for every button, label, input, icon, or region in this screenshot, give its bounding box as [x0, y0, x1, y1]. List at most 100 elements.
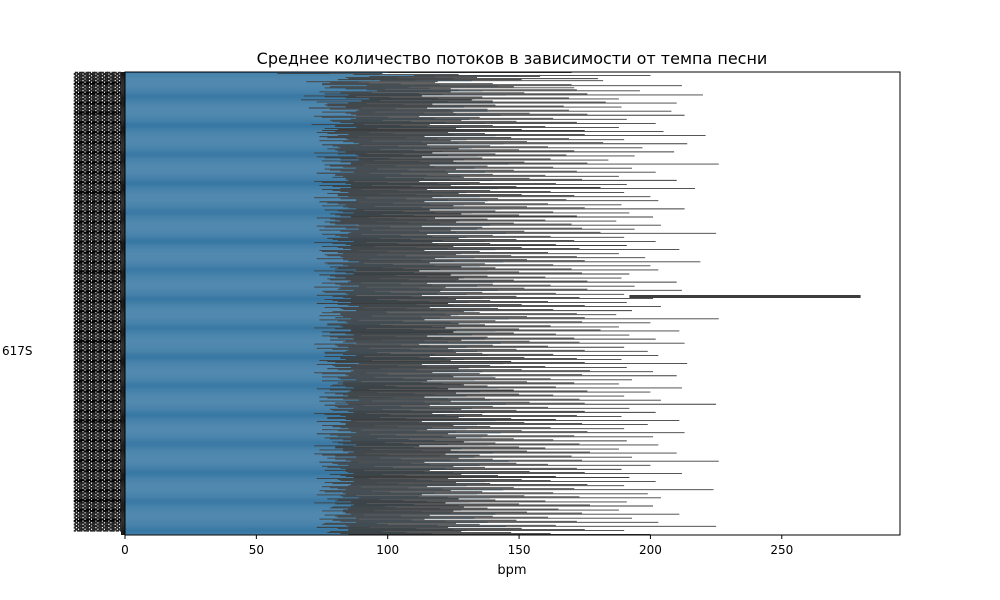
bar [125, 295, 412, 297]
y-tick-label-clutter: ▓▓▓▓▓▓▓ [74, 309, 122, 323]
bar [125, 455, 441, 457]
bar [125, 205, 375, 207]
bar [125, 312, 388, 314]
bar [125, 318, 509, 320]
bar [125, 311, 386, 313]
bar [125, 327, 367, 329]
bar [125, 330, 496, 332]
bar [125, 92, 420, 94]
bar [125, 182, 388, 183]
bar [125, 125, 401, 126]
bar [125, 374, 451, 376]
bar [125, 415, 446, 416]
bar [125, 354, 488, 356]
bar [125, 342, 501, 344]
bar [125, 131, 480, 133]
bar [125, 198, 407, 200]
y-tick-label-clutter: ▓▓▓▓▓▓▓ [74, 319, 122, 333]
bar [125, 391, 480, 393]
bar [125, 277, 464, 279]
bar [125, 166, 435, 168]
bar [125, 484, 457, 486]
y-tick-label-clutter: ▓▓▓▓▓▓▓ [74, 379, 122, 393]
bar [125, 158, 433, 160]
bar [125, 303, 370, 305]
bar [125, 486, 362, 488]
bar [125, 270, 354, 272]
bar [125, 507, 396, 509]
bar [125, 332, 409, 334]
bar [125, 393, 414, 395]
x-tick-label: 250 [770, 543, 793, 557]
bar [125, 435, 443, 437]
bar [125, 448, 462, 450]
bar [125, 234, 401, 236]
bar [125, 265, 480, 267]
bar [125, 127, 462, 129]
bar [125, 183, 438, 184]
bar [125, 441, 386, 443]
bar [125, 456, 475, 458]
y-tick-label-clutter: ▓▓▓▓▓▓▓ [74, 508, 122, 522]
y-tick-label-clutter: ▓▓▓▓▓▓▓ [74, 240, 122, 254]
bar [125, 335, 362, 337]
bar [125, 464, 480, 466]
bar [125, 376, 375, 378]
bar [125, 223, 441, 225]
bar [125, 420, 496, 422]
bar [125, 88, 386, 90]
bar [125, 447, 428, 449]
x-tick-label: 100 [376, 543, 399, 557]
bar [125, 286, 367, 288]
bar [125, 300, 399, 302]
bar [125, 194, 417, 196]
bar [125, 104, 404, 106]
bar [125, 430, 417, 432]
bar [125, 227, 451, 229]
bar [125, 445, 354, 447]
x-tick-label: 0 [121, 543, 129, 557]
bar [125, 170, 446, 172]
bar [125, 98, 475, 100]
bar [125, 245, 470, 247]
bar [125, 187, 457, 189]
bar [125, 407, 472, 409]
y-tick-label-fragment: 617S [2, 344, 33, 358]
bar [125, 171, 485, 173]
bar [125, 259, 422, 261]
bar [125, 202, 393, 204]
bar [125, 315, 372, 317]
bar [125, 241, 485, 242]
bar [125, 322, 480, 324]
bar [125, 425, 375, 427]
bar [125, 359, 464, 361]
bar [125, 346, 467, 348]
bar [125, 508, 441, 510]
bar [125, 379, 475, 381]
bar [125, 465, 375, 467]
bar [125, 275, 396, 277]
bar [125, 178, 451, 180]
bar [125, 324, 393, 326]
bar [125, 392, 378, 394]
bar [125, 524, 438, 526]
bar [125, 362, 441, 364]
bar [125, 474, 383, 476]
bar [125, 128, 378, 130]
bar [125, 130, 441, 132]
bar [125, 493, 478, 495]
bar [125, 135, 496, 137]
bar [125, 137, 407, 139]
bar [125, 479, 417, 481]
bar [125, 340, 425, 342]
bar [125, 367, 470, 369]
y-tick-label-clutter: ▓▓▓▓▓▓▓ [74, 329, 122, 343]
bar [125, 273, 472, 275]
bar [125, 197, 367, 199]
bar [125, 157, 391, 159]
errorbars-layer [277, 72, 861, 535]
bar [125, 103, 367, 105]
bar [125, 169, 409, 171]
y-tick-label-clutter: ▓▓▓▓▓▓▓ [74, 300, 122, 314]
bar [125, 201, 359, 203]
